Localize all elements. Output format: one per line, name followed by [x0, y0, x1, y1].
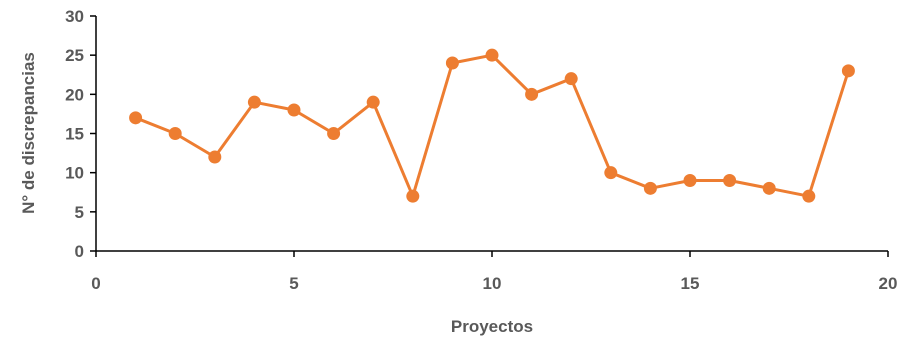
data-point — [564, 72, 578, 86]
series-group — [129, 48, 855, 203]
y-tick-label: 30 — [65, 7, 84, 26]
y-tick-label: 5 — [75, 203, 84, 222]
y-tick-label: 0 — [75, 242, 84, 261]
data-point — [287, 103, 301, 117]
data-point — [208, 150, 222, 164]
data-point — [168, 127, 182, 140]
axes: 0 5 10 15 20 25 30 0 5 10 15 20 — [65, 7, 897, 293]
data-point — [643, 181, 657, 195]
data-point — [841, 64, 855, 78]
data-point — [604, 166, 618, 180]
x-tick-label: 5 — [289, 274, 298, 293]
data-point — [129, 111, 143, 125]
x-tick-label: 15 — [681, 274, 700, 293]
y-tick-label: 20 — [65, 85, 84, 104]
data-point — [683, 174, 697, 187]
data-point — [802, 189, 816, 203]
y-tick-label: 25 — [65, 46, 84, 65]
data-point — [366, 95, 380, 109]
y-tick-label: 15 — [65, 125, 84, 144]
data-point — [406, 189, 420, 203]
y-axis-title: N° de discrepancias — [19, 52, 38, 214]
data-point — [525, 87, 539, 101]
data-point — [485, 48, 499, 62]
x-tick-label: 0 — [91, 274, 100, 293]
data-point — [327, 127, 341, 140]
series-line — [135, 53, 850, 198]
x-axis-title: Proyectos — [451, 317, 533, 336]
x-tick-label: 20 — [879, 274, 898, 293]
data-point — [762, 181, 776, 195]
data-point — [247, 95, 261, 109]
data-point — [445, 56, 459, 70]
x-tick-label: 10 — [483, 274, 502, 293]
data-point — [723, 174, 737, 187]
y-tick-label: 10 — [65, 164, 84, 183]
